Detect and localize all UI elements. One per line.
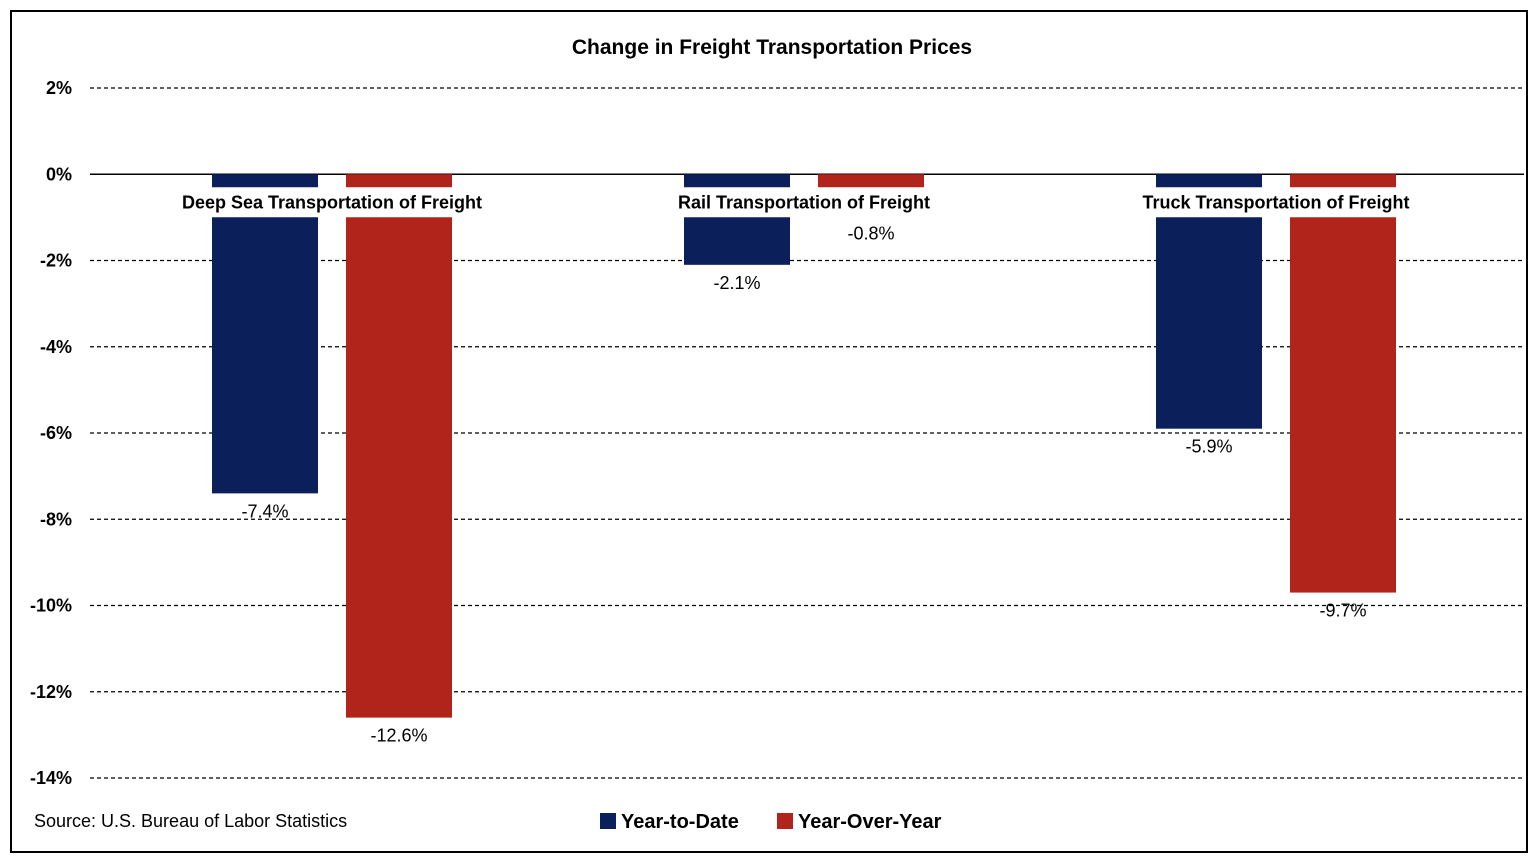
y-tick-label: 2% [46, 78, 72, 98]
y-axis-ticks: 2% 0% -2% -4% -6% -8% -10% -12% -14% [30, 78, 72, 788]
category-label-background [1101, 187, 1451, 218]
legend-label: Year-to-Date [621, 811, 739, 833]
category-label: Deep Sea Transportation of Freight [182, 192, 482, 212]
y-tick-label: 0% [46, 164, 72, 184]
bar-yoy [346, 174, 452, 718]
y-tick-label: -12% [30, 682, 72, 702]
data-label: -2.1% [713, 273, 760, 293]
chart-frame: Change in Freight Transportation Prices … [10, 10, 1528, 853]
y-tick-label: -10% [30, 596, 72, 616]
legend-swatch-yoy [777, 813, 793, 829]
category-label: Rail Transportation of Freight [678, 192, 930, 212]
data-label: -0.8% [847, 223, 894, 243]
category-label: Truck Transportation of Freight [1142, 192, 1409, 212]
legend-swatch-ytd [600, 813, 616, 829]
chart-svg: Change in Freight Transportation Prices … [30, 36, 1524, 833]
chart-title: Change in Freight Transportation Prices [572, 36, 972, 59]
data-label: -12.6% [370, 726, 427, 746]
bar-ytd [212, 174, 318, 494]
y-tick-label: -6% [40, 423, 72, 443]
data-labels: -7.4% -2.1% -5.9% -12.6% -0.8% -9.7% [241, 223, 1366, 745]
gridlines [90, 87, 1524, 779]
y-tick-label: -2% [40, 251, 72, 271]
y-tick-label: -4% [40, 337, 72, 357]
category-label-background [157, 187, 507, 218]
y-tick-label: -8% [40, 509, 72, 529]
category-label-background [629, 187, 979, 218]
y-tick-label: -14% [30, 768, 72, 788]
data-label: -9.7% [1319, 601, 1366, 621]
data-label: -7.4% [241, 501, 288, 521]
legend: Year-to-Date Year-Over-Year [600, 811, 942, 833]
category-labels: Deep Sea Transportation of Freight Rail T… [157, 187, 1451, 218]
bar-yoy [1290, 174, 1396, 593]
source-note: Source: U.S. Bureau of Labor Statistics [34, 811, 347, 831]
data-label: -5.9% [1185, 437, 1232, 457]
legend-label: Year-Over-Year [798, 811, 942, 833]
